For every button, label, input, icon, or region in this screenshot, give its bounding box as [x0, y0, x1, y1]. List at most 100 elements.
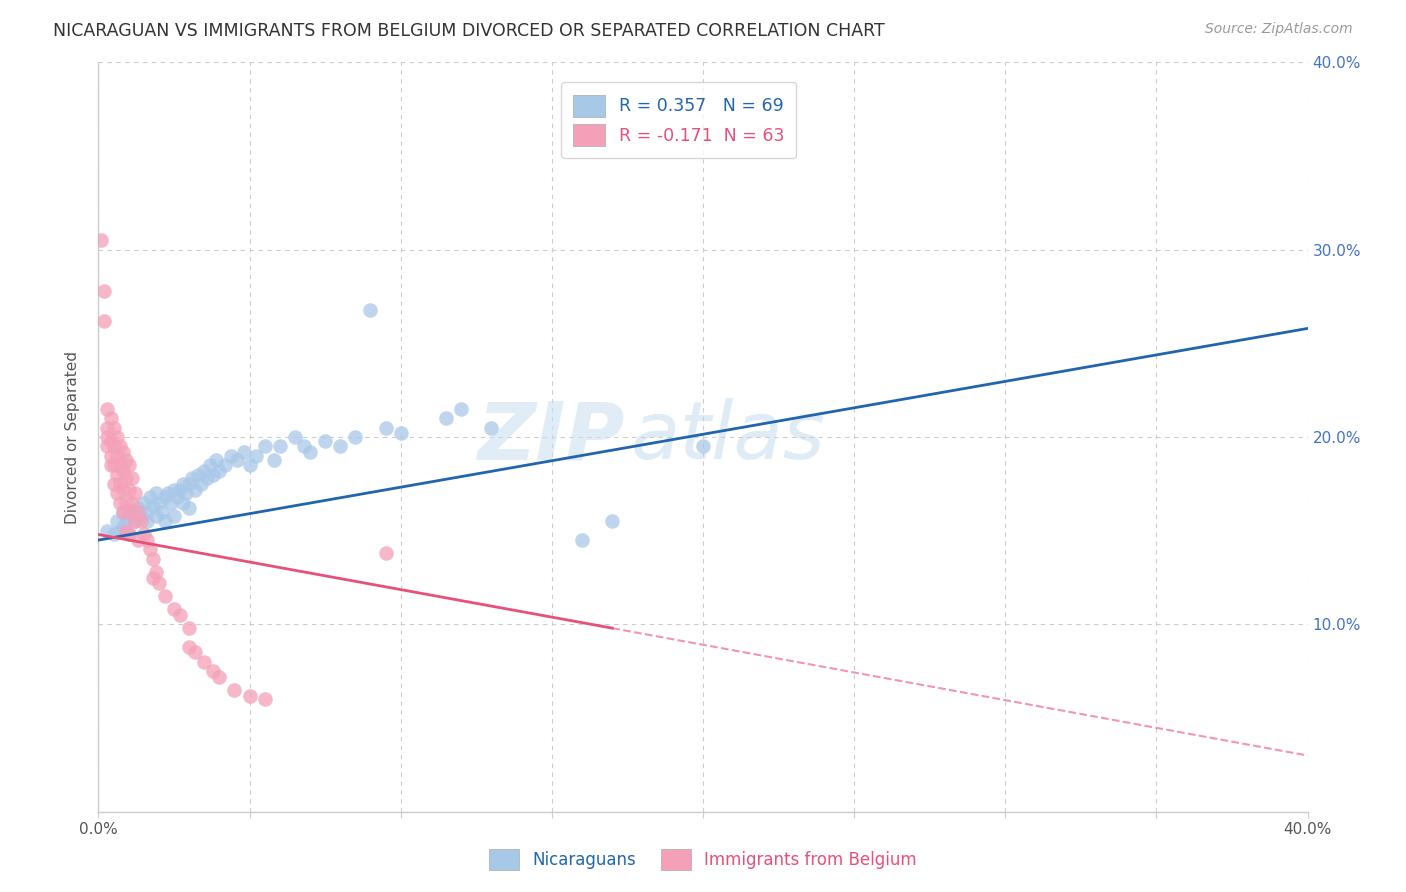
Point [111, 520, 134, 534]
Point [481, 421, 503, 435]
Point [163, 508, 186, 523]
Point [374, 421, 396, 435]
Point [127, 533, 149, 547]
Point [434, 411, 457, 425]
Legend: Nicaraguans, Immigrants from Belgium: Nicaraguans, Immigrants from Belgium [481, 840, 925, 879]
Point [239, 689, 262, 703]
Point [105, 430, 128, 444]
Point [118, 527, 141, 541]
Point [150, 505, 173, 519]
Point [292, 440, 315, 453]
Point [121, 471, 143, 485]
Point [153, 490, 176, 504]
Point [114, 496, 136, 510]
Point [193, 655, 215, 669]
Point [184, 483, 207, 497]
Point [181, 471, 204, 485]
Point [148, 576, 170, 591]
Point [111, 505, 134, 519]
Point [187, 467, 209, 482]
Point [118, 458, 141, 473]
Point [172, 476, 194, 491]
Point [96, 421, 118, 435]
Point [284, 430, 307, 444]
Point [214, 458, 236, 473]
Point [118, 508, 141, 523]
Point [692, 440, 714, 453]
Point [108, 458, 131, 473]
Point [299, 445, 322, 459]
Point [100, 458, 122, 473]
Point [121, 505, 143, 519]
Point [129, 514, 152, 528]
Point [108, 440, 131, 453]
Point [245, 449, 267, 463]
Point [232, 445, 254, 459]
Point [202, 467, 225, 482]
Point [96, 401, 118, 416]
Point [90, 233, 112, 247]
Y-axis label: Divorced or Separated: Divorced or Separated [65, 351, 80, 524]
Point [135, 533, 157, 547]
Point [124, 486, 146, 500]
Point [253, 692, 276, 706]
Point [118, 505, 141, 519]
Text: atlas: atlas [630, 398, 825, 476]
Point [142, 500, 165, 514]
Point [163, 483, 186, 497]
Point [153, 590, 176, 604]
Point [205, 452, 228, 467]
Point [239, 458, 262, 473]
Point [329, 440, 352, 453]
Point [114, 452, 136, 467]
Point [135, 505, 157, 519]
Point [169, 483, 191, 497]
Point [124, 514, 146, 528]
Point [142, 551, 165, 566]
Point [127, 505, 149, 519]
Point [108, 496, 131, 510]
Point [100, 434, 122, 448]
Point [450, 401, 472, 416]
Point [389, 426, 412, 441]
Point [105, 514, 128, 528]
Point [139, 542, 162, 557]
Text: NICARAGUAN VS IMMIGRANTS FROM BELGIUM DIVORCED OR SEPARATED CORRELATION CHART: NICARAGUAN VS IMMIGRANTS FROM BELGIUM DI… [53, 22, 886, 40]
Point [118, 527, 141, 541]
Point [221, 449, 243, 463]
Point [169, 608, 191, 623]
Point [118, 483, 141, 497]
Point [129, 508, 152, 523]
Point [156, 486, 179, 500]
Point [145, 508, 167, 523]
Point [571, 533, 593, 547]
Point [135, 514, 157, 528]
Point [108, 524, 131, 538]
Point [145, 565, 167, 579]
Point [166, 490, 188, 504]
Text: ZIP: ZIP [477, 398, 624, 476]
Point [253, 440, 276, 453]
Point [224, 683, 246, 698]
Point [153, 514, 176, 528]
Point [111, 464, 134, 478]
Point [103, 458, 125, 473]
Point [132, 496, 155, 510]
Point [96, 440, 118, 453]
Point [93, 284, 115, 298]
Point [114, 524, 136, 538]
Point [96, 430, 118, 444]
Point [184, 646, 207, 660]
Point [127, 501, 149, 516]
Point [148, 496, 170, 510]
Point [103, 421, 125, 435]
Point [208, 670, 231, 684]
Point [179, 621, 201, 635]
Point [100, 411, 122, 425]
Point [172, 496, 194, 510]
Point [114, 514, 136, 528]
Point [103, 527, 125, 541]
Point [344, 430, 367, 444]
Point [179, 640, 201, 654]
Point [111, 505, 134, 519]
